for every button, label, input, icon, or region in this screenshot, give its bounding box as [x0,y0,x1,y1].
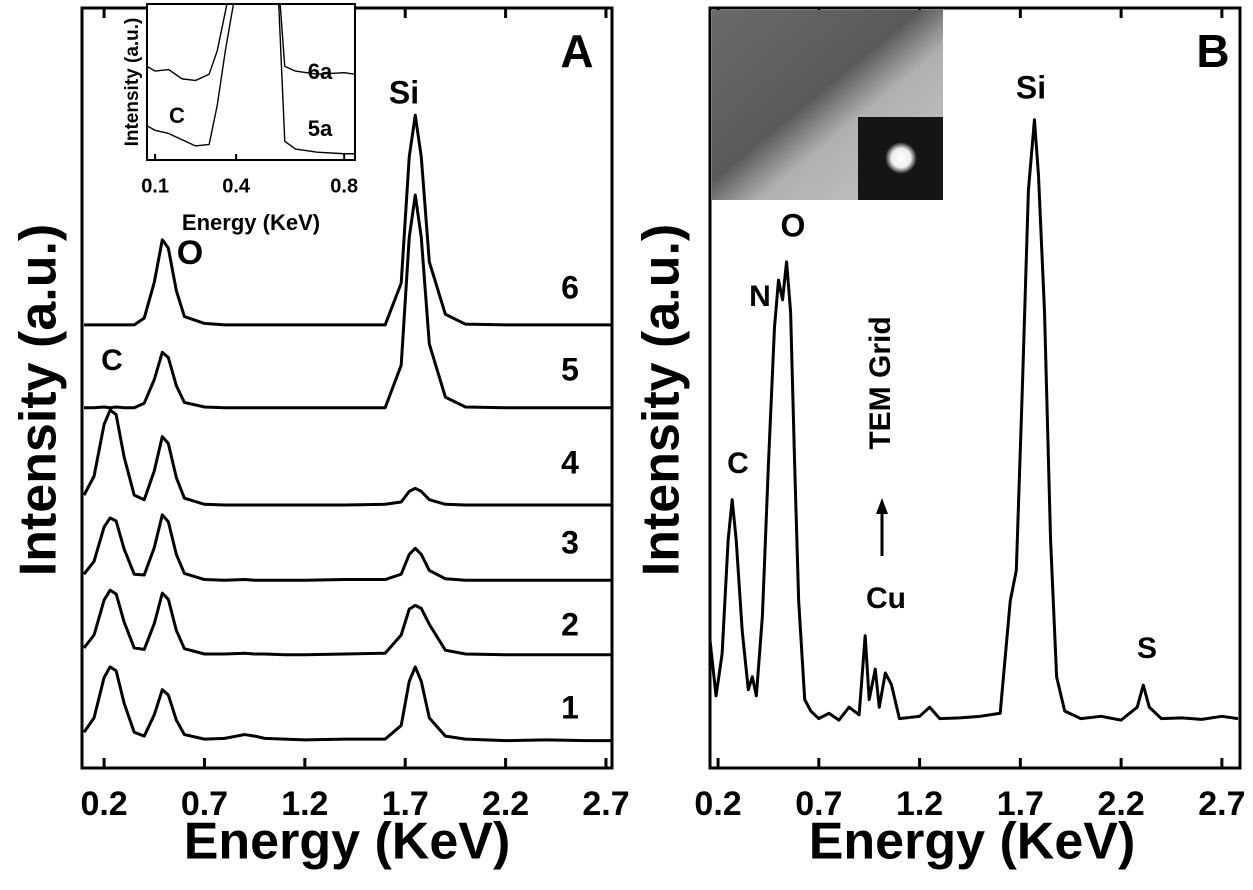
series-label: 3 [561,524,579,560]
peak-annotation: C [727,447,749,480]
peak-annotation: O [177,234,203,272]
peak-annotation: S [1137,632,1157,665]
x-tick-label: 0.2 [694,785,741,823]
series-label: 6a [308,59,333,84]
x-tick-label: 2.2 [1097,785,1144,823]
x-tick-label: 0.8 [330,175,358,197]
x-tick-label: 2.7 [1198,785,1245,823]
x-tick-label: 0.7 [181,785,228,823]
plot-frame [146,3,356,161]
spectrum-line [82,513,612,582]
x-tick-label: 1.2 [281,785,328,823]
peak-annotation: O [781,207,806,243]
peak-annotation: B [1196,25,1229,77]
x-tick-label: 1.7 [382,785,429,823]
peak-annotation: C [169,103,185,128]
spectrum-line [82,665,612,743]
series-label: 4 [561,444,579,480]
spectrum-line [82,588,612,657]
spectrum-line [84,113,612,327]
spectrum-line [147,4,355,82]
peak-annotation: Si [389,74,419,110]
series-label: 2 [561,606,579,642]
arrow-head [876,498,888,514]
x-tick-label: 0.7 [795,785,842,823]
y-axis-title: Intensity (a.u.) [633,224,691,576]
x-tick-label: 0.4 [222,175,251,197]
series-label: 5 [561,351,579,387]
plot-background [147,4,355,160]
series-label: 6 [561,269,579,305]
peak-annotation: C [101,344,123,377]
y-axis-title: Intensity (a.u.) [122,18,143,147]
spectrum-line [710,118,1239,722]
x-tick-label: 1.2 [896,785,943,823]
series-label: 5a [308,116,333,141]
y-axis-title: Intensity (a.u.) [10,224,68,576]
x-tick-label: 0.1 [141,175,169,197]
x-axis-title: Energy (KeV) [809,813,1136,871]
spectrum-line [84,193,612,410]
x-tick-label: 0.2 [80,785,127,823]
peak-annotation: Cu [866,582,906,615]
series-label: 1 [561,689,579,725]
spectrum-line [147,4,355,155]
x-tick-label: 2.2 [482,785,529,823]
x-axis-title: Energy (KeV) [182,210,320,235]
peak-annotation: N [749,280,771,313]
peak-annotation: TEM Grid [864,316,897,449]
x-tick-label: 2.7 [582,785,629,823]
diffraction-spot [885,142,917,174]
x-axis-title: Energy (KeV) [184,813,511,871]
plot-frame [708,6,1242,770]
spectrum-line [82,408,612,507]
x-tick-label: 1.7 [997,785,1044,823]
peak-annotation: A [560,25,593,77]
peak-annotation: Si [1016,69,1046,105]
